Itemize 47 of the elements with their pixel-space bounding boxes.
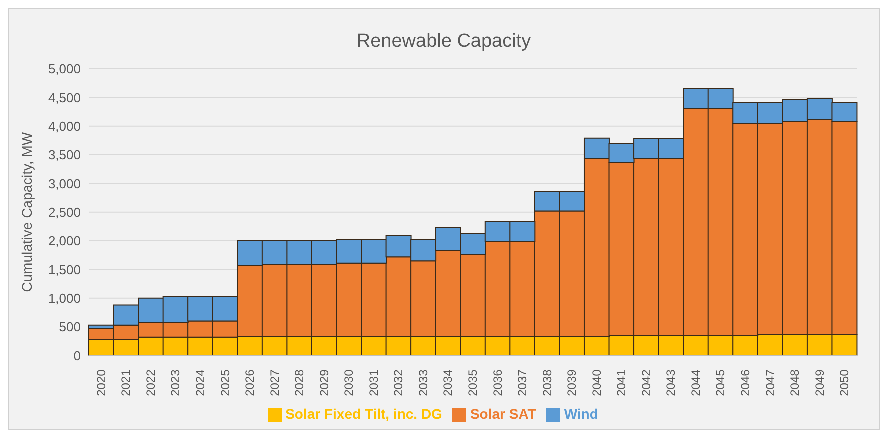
y-tick-label: 3,000 bbox=[48, 176, 81, 192]
y-tick-label: 1,500 bbox=[48, 262, 81, 278]
x-tick-label: 2040 bbox=[590, 369, 604, 396]
legend-label: Solar Fixed Tilt, inc. DG bbox=[286, 406, 442, 422]
x-tick-label: 2035 bbox=[466, 369, 480, 396]
x-tick-label: 2041 bbox=[614, 369, 629, 396]
x-tick-label: 2036 bbox=[490, 369, 505, 396]
y-tick-label: 1,000 bbox=[48, 290, 81, 306]
x-tick-label: 2039 bbox=[565, 369, 580, 396]
x-tick-label: 2033 bbox=[416, 369, 430, 396]
y-tick-label: 4,500 bbox=[48, 90, 81, 106]
y-tick-label: 2,000 bbox=[48, 234, 81, 249]
x-tick-label: 2023 bbox=[168, 369, 183, 396]
x-tick-label: 2050 bbox=[838, 369, 852, 396]
x-tick-label: 2047 bbox=[763, 369, 778, 396]
x-tick-label: 2034 bbox=[441, 369, 456, 396]
x-tick-label: 2022 bbox=[144, 369, 158, 396]
x-tick-label: 2024 bbox=[193, 369, 208, 396]
x-tick-label: 2030 bbox=[342, 369, 356, 396]
x-tick-label: 2032 bbox=[392, 369, 406, 396]
x-tick-label: 2020 bbox=[94, 369, 108, 396]
x-tick-label: 2037 bbox=[516, 369, 530, 396]
x-tick-label: 2038 bbox=[540, 369, 554, 396]
x-tick-label: 2044 bbox=[688, 369, 703, 396]
x-tick-label: 2026 bbox=[243, 369, 258, 396]
y-axis-title: Cumulative Capacity, MW bbox=[18, 132, 35, 292]
legend-label: Wind bbox=[564, 406, 598, 422]
x-tick-label: 2027 bbox=[268, 369, 282, 396]
x-tick-label: 2043 bbox=[664, 369, 678, 396]
y-tick-label: 2,500 bbox=[48, 204, 81, 220]
x-tick-label: 2021 bbox=[119, 369, 134, 396]
x-tick-label: 2028 bbox=[292, 369, 307, 396]
y-tick-label: 4,000 bbox=[48, 118, 81, 134]
y-tick-label: 5,000 bbox=[48, 62, 81, 77]
chart-title: Renewable Capacity bbox=[356, 30, 532, 54]
x-tick-label: 2042 bbox=[639, 369, 654, 396]
x-tick-label: 2025 bbox=[218, 369, 232, 396]
x-tick-label: 2031 bbox=[366, 369, 381, 396]
x-tick-label: 2049 bbox=[812, 369, 827, 396]
x-tick-label: 2045 bbox=[714, 369, 728, 396]
x-tick-label: 2046 bbox=[738, 369, 753, 396]
x-tick-label: 2048 bbox=[788, 369, 802, 396]
legend-label: Solar SAT bbox=[470, 406, 536, 422]
x-tick-label: 2029 bbox=[317, 369, 332, 396]
y-tick-label: 3,500 bbox=[48, 148, 81, 163]
y-tick-label: 0 bbox=[74, 348, 81, 364]
y-tick-label: 500 bbox=[59, 320, 81, 335]
